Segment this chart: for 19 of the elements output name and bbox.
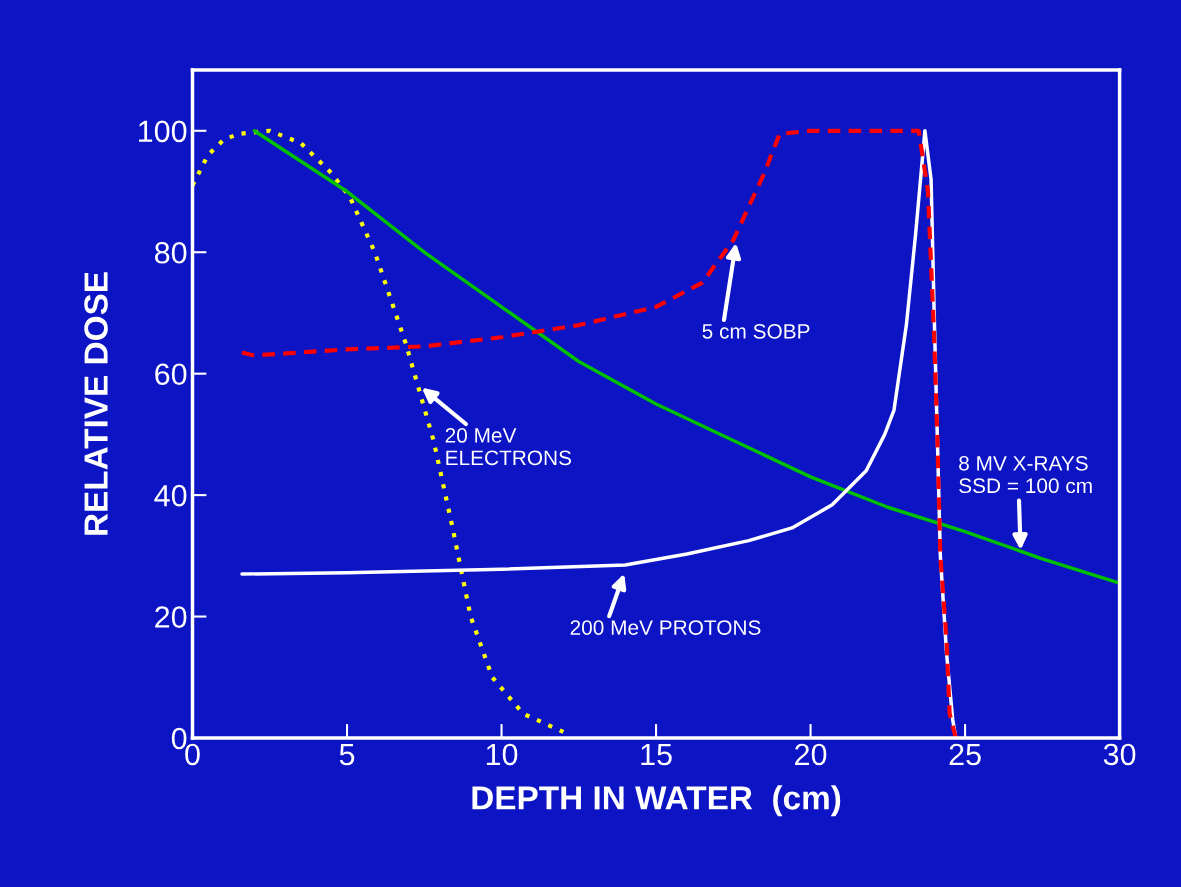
y-tick-label: 100 [139,120,187,143]
y-axis-title: RELATIVE DOSE [84,272,108,535]
x-tick-label: 20 [795,743,827,766]
annotation: 20 MeV ELECTRONS [445,428,572,466]
line-series [252,129,1120,585]
annotation: 8 MV X-RAYS SSD = 100 cm [959,455,1092,494]
y-tick-label: 40 [154,484,187,507]
annotation: 5 cm SOBP [702,323,810,339]
annotation: 200 MeV PROTONS [570,620,761,635]
y-tick-label: 0 [171,727,187,750]
y-tick-label: 60 [155,363,187,386]
x-tick-label: 25 [949,743,981,766]
x-axis-title: DEPTH IN WATER (cm) [472,785,841,817]
x-tick-label: 15 [641,743,672,766]
y-tick-label: 80 [154,241,187,264]
x-tick-label: 10 [486,743,518,766]
y-tick-label: 20 [155,606,187,628]
x-tick-label: 5 [339,743,355,766]
x-tick-label: 30 [1103,743,1136,766]
